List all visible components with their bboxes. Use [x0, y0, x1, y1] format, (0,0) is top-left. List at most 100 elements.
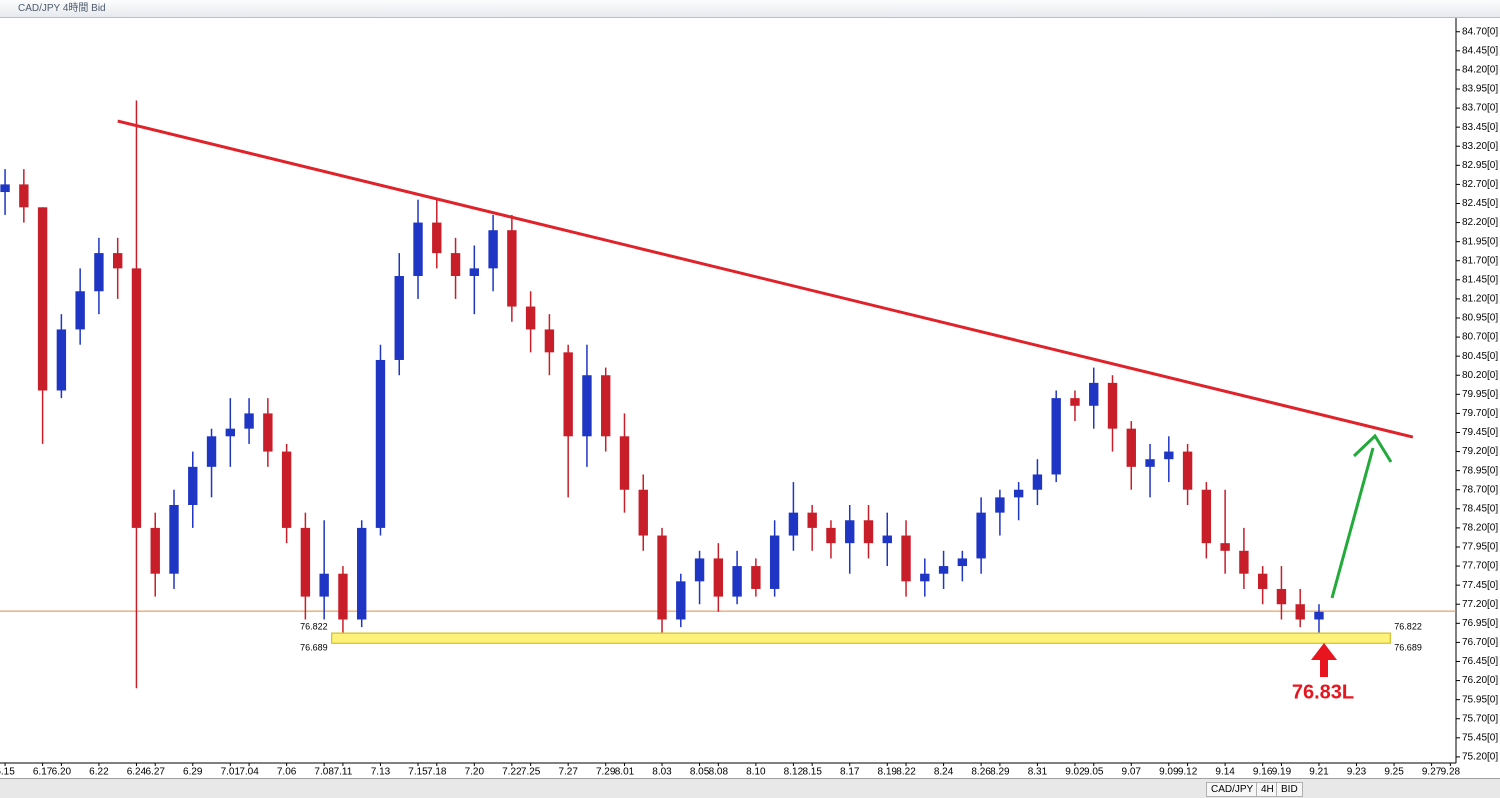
- toolbar: CAD/JPY 4H BID: [0, 778, 1500, 798]
- candle-body: [525, 306, 536, 330]
- candle-body: [882, 535, 892, 544]
- x-tick-label: 6.27: [145, 767, 165, 778]
- candle-body: [901, 535, 911, 582]
- x-tick-label: 9.27: [1422, 767, 1442, 778]
- candle-body: [751, 566, 761, 589]
- candle-body: [394, 276, 404, 360]
- candle-body: [263, 413, 273, 452]
- y-tick-label: 84.20[0]: [1462, 65, 1498, 76]
- y-tick-label: 80.95[0]: [1462, 313, 1498, 324]
- x-tick-label: 7.04: [239, 767, 259, 778]
- symbol-select[interactable]: CAD/JPY: [1206, 782, 1259, 797]
- x-tick-label: 8.15: [802, 767, 822, 778]
- x-tick-label: 7.20: [465, 767, 485, 778]
- x-tick-label: 8.17: [840, 767, 860, 778]
- x-tick-label: 9.19: [1272, 767, 1292, 778]
- x-tick-label: 8.31: [1028, 767, 1048, 778]
- y-tick-label: 79.20[0]: [1462, 446, 1498, 457]
- candle-body: [845, 520, 855, 544]
- candle-body: [1164, 451, 1174, 460]
- candle-body: [225, 428, 236, 437]
- candle-body: [413, 222, 423, 277]
- y-tick-label: 81.70[0]: [1462, 255, 1498, 266]
- x-tick-label: 8.26: [971, 767, 991, 778]
- price-select[interactable]: BID: [1276, 782, 1303, 797]
- candle-body: [1013, 489, 1024, 498]
- y-tick-label: 78.95[0]: [1462, 465, 1498, 476]
- candle-body: [563, 352, 573, 437]
- candle-body: [1070, 398, 1080, 406]
- candle-body: [769, 535, 780, 589]
- x-tick-label: 9.23: [1347, 767, 1367, 778]
- y-tick-label: 82.20[0]: [1462, 217, 1498, 228]
- candle-body: [338, 573, 348, 620]
- candle-body: [131, 268, 142, 528]
- y-tick-label: 80.20[0]: [1462, 370, 1498, 381]
- y-tick-label: 81.20[0]: [1462, 294, 1498, 305]
- candle-body: [375, 359, 386, 528]
- candle-body: [1201, 489, 1212, 544]
- y-tick-label: 78.70[0]: [1462, 484, 1498, 495]
- target-label: 76.83L: [1292, 681, 1354, 703]
- x-tick-label: 8.22: [896, 767, 916, 778]
- x-tick-label: 8.12: [784, 767, 804, 778]
- price-axis-area: [1456, 18, 1500, 778]
- y-tick-label: 79.45[0]: [1462, 427, 1498, 438]
- x-tick-label: 9.09: [1159, 767, 1179, 778]
- candle-body: [1089, 382, 1099, 406]
- y-tick-label: 83.20[0]: [1462, 141, 1498, 152]
- candle-body: [920, 573, 930, 582]
- y-tick-label: 82.95[0]: [1462, 160, 1498, 171]
- candle-body: [807, 512, 817, 528]
- x-tick-label: 6.17: [33, 767, 53, 778]
- x-tick-label: 8.10: [746, 767, 766, 778]
- y-tick-label: 75.95[0]: [1462, 694, 1498, 705]
- candle-body: [206, 436, 217, 467]
- x-tick-label: 7.06: [277, 767, 297, 778]
- candle-body: [1145, 459, 1155, 467]
- x-tick-label: 6.20: [52, 767, 72, 778]
- x-tick-label: 7.27: [558, 767, 578, 778]
- plot-area: [0, 18, 1456, 763]
- x-tick-label: 9.12: [1178, 767, 1198, 778]
- y-tick-label: 77.20[0]: [1462, 599, 1498, 610]
- x-tick-label: 6.29: [183, 767, 203, 778]
- y-tick-label: 78.20[0]: [1462, 523, 1498, 534]
- candle-body: [1257, 573, 1268, 589]
- candle-body: [188, 466, 198, 505]
- y-tick-label: 82.45[0]: [1462, 198, 1498, 209]
- candle-body: [1314, 611, 1324, 620]
- candle-body: [657, 535, 667, 620]
- x-tick-label: 6.24: [127, 767, 147, 778]
- y-tick-label: 76.95[0]: [1462, 618, 1498, 629]
- candle-body: [619, 436, 630, 490]
- chart: 76.822 76.689 76.822 76.689 75.20[0] 75.45[0…: [0, 18, 1500, 778]
- x-tick-label: 8.01: [615, 767, 635, 778]
- x-tick-label: 9.05: [1084, 767, 1104, 778]
- y-tick-label: 75.20[0]: [1462, 752, 1498, 763]
- y-tick-label: 82.70[0]: [1462, 179, 1498, 190]
- time-axis-area: [0, 763, 1456, 778]
- candle-body: [357, 527, 367, 620]
- candle-body: [37, 207, 48, 391]
- x-tick-label: 7.22: [502, 767, 522, 778]
- candle-body: [1239, 550, 1249, 574]
- x-tick-label: 9.25: [1384, 767, 1404, 778]
- x-tick-label: 7.15: [408, 767, 428, 778]
- candle-body: [1182, 451, 1193, 490]
- candle-body: [694, 558, 705, 582]
- candle-body: [995, 497, 1005, 513]
- x-tick-label: 7.29: [596, 767, 616, 778]
- candle-body: [281, 451, 292, 528]
- support-zone: [331, 632, 1391, 644]
- candle-body: [788, 512, 799, 536]
- y-tick-label: 84.45[0]: [1462, 45, 1498, 56]
- candle-body: [469, 268, 480, 277]
- candle-body: [957, 558, 968, 567]
- candle-body: [1126, 428, 1136, 467]
- window-title: CAD/JPY 4時間 Bid: [18, 3, 106, 14]
- x-tick-label: 8.03: [652, 767, 672, 778]
- candle-body: [488, 230, 498, 269]
- candle-body: [676, 581, 686, 620]
- y-tick-label: 81.45[0]: [1462, 274, 1498, 285]
